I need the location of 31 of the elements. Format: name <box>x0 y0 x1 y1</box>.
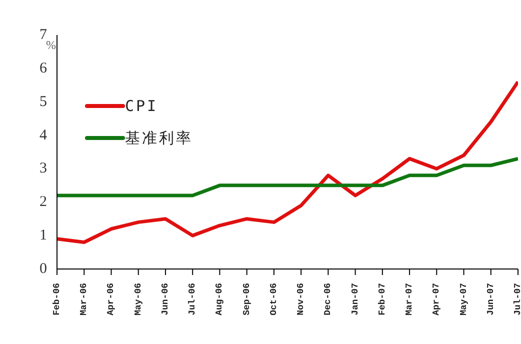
y-tick-label: 4 <box>40 127 48 144</box>
x-tick-label: Feb-07 <box>377 283 388 316</box>
y-tick-label: 6 <box>40 60 48 76</box>
x-tick-label: Apr-06 <box>106 283 116 316</box>
x-tick-label: May-07 <box>458 283 469 316</box>
x-tick-label: Jun-06 <box>160 283 170 316</box>
legend-label: 基准利率 <box>125 128 193 148</box>
y-tick-label: 2 <box>40 194 47 210</box>
x-tick-label: Apr-07 <box>432 283 442 316</box>
x-tick-label: Mar-06 <box>79 283 90 316</box>
y-tick-label: 7 <box>40 27 48 43</box>
x-tick-label: Mar-07 <box>404 283 415 316</box>
x-tick-label: Feb-06 <box>52 283 62 316</box>
x-tick-label: Jun-07 <box>486 283 496 316</box>
y-tick-label: 0 <box>40 261 47 277</box>
y-tick-label: 1 <box>40 228 47 244</box>
line-series <box>57 156 518 198</box>
x-tick-label: Dec-06 <box>323 283 334 316</box>
line-series <box>57 80 518 244</box>
x-tick-label: Jul-07 <box>513 283 521 316</box>
x-tick-label: Sep-06 <box>242 283 252 316</box>
x-tick-label: Oct-06 <box>268 283 279 316</box>
y-axis-title: % <box>46 38 56 52</box>
x-tick-label: May-06 <box>133 283 144 316</box>
y-tick-label: 5 <box>40 94 47 110</box>
y-tick-label: 3 <box>40 160 47 177</box>
x-tick-label: Nov-06 <box>296 283 306 316</box>
x-tick-label: Aug-06 <box>214 283 225 316</box>
legend-label: CPI <box>125 97 158 115</box>
x-tick-label: Jan-07 <box>350 283 360 316</box>
x-tick-label: Jul-06 <box>188 283 198 316</box>
